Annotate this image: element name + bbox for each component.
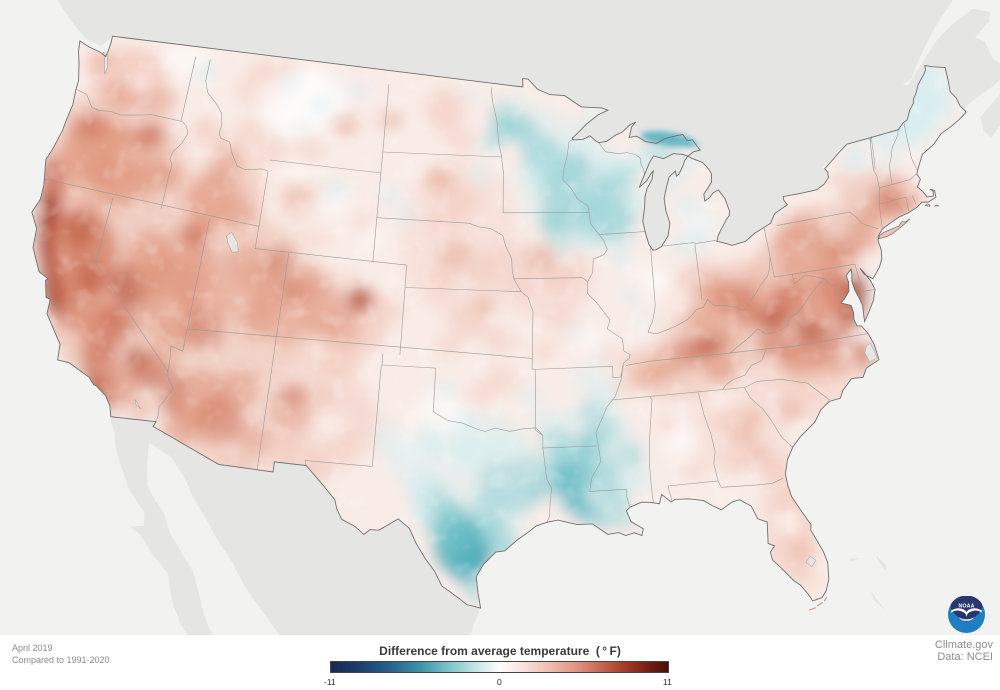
svg-text:NOAA: NOAA: [959, 603, 975, 609]
